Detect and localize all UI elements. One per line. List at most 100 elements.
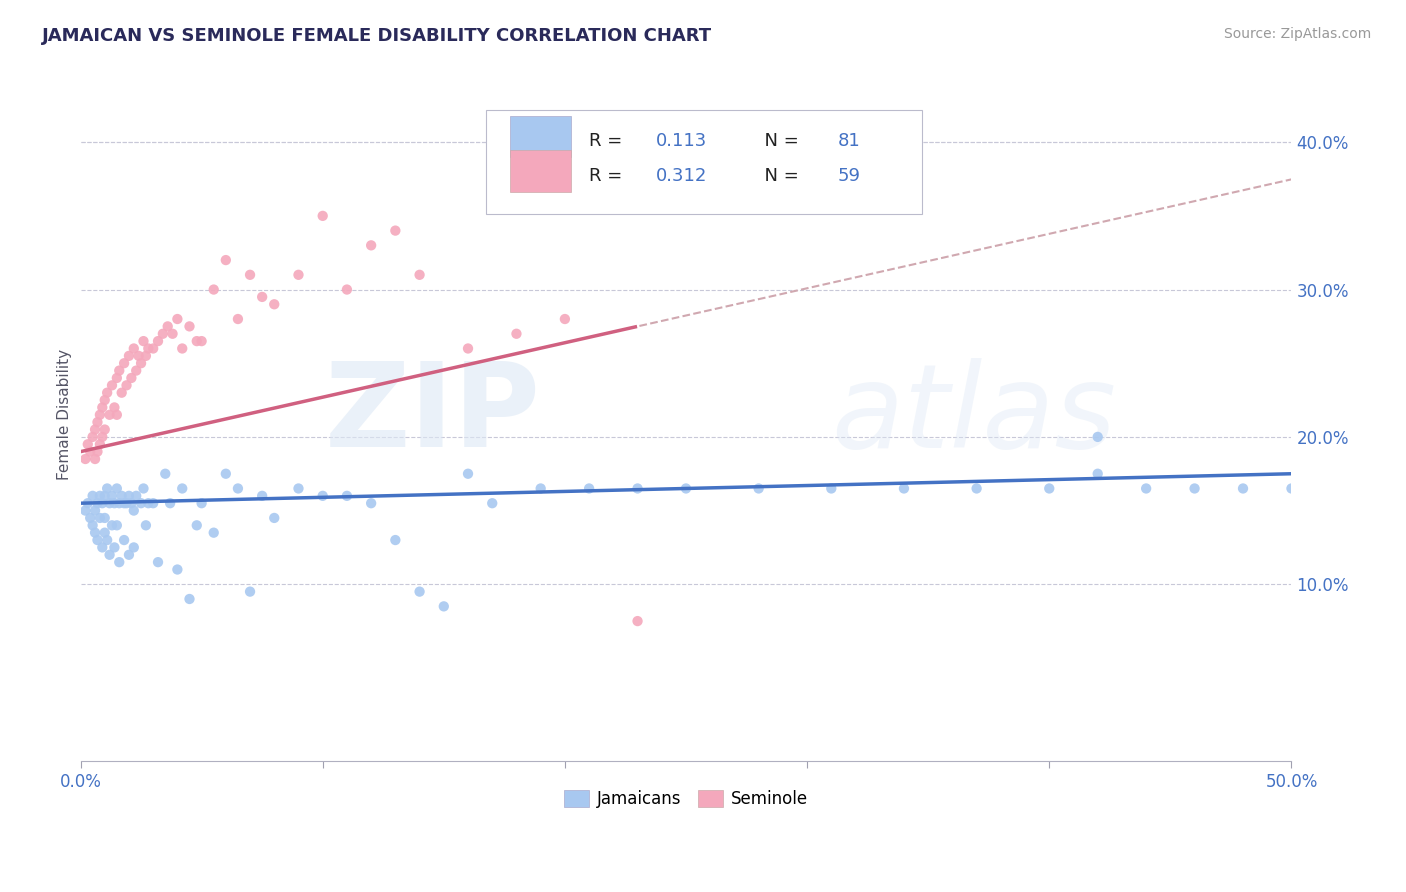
Point	[433, 599, 456, 614]
Point	[1281, 482, 1303, 496]
Point	[263, 297, 285, 311]
Point	[312, 489, 335, 503]
Point	[408, 268, 430, 282]
Point	[215, 467, 238, 481]
Point	[239, 584, 262, 599]
Point	[312, 209, 335, 223]
Text: R =: R =	[589, 132, 628, 150]
Y-axis label: Female Disability: Female Disability	[58, 350, 72, 481]
Point	[111, 385, 134, 400]
Point	[135, 518, 157, 533]
Point	[82, 489, 104, 503]
Point	[82, 430, 104, 444]
Point	[89, 489, 111, 503]
Point	[146, 555, 169, 569]
Point	[101, 489, 124, 503]
Point	[111, 489, 134, 503]
Point	[155, 467, 177, 481]
Point	[96, 533, 118, 547]
Point	[75, 503, 97, 517]
Point	[79, 444, 101, 458]
Text: R =: R =	[589, 167, 628, 185]
Point	[142, 342, 165, 356]
Point	[190, 496, 212, 510]
Point	[186, 334, 208, 348]
Point	[893, 482, 915, 496]
Point	[122, 503, 145, 517]
Point	[384, 533, 406, 547]
Point	[115, 496, 138, 510]
Point	[108, 363, 131, 377]
Point	[226, 312, 249, 326]
Point	[122, 342, 145, 356]
Point	[98, 408, 121, 422]
Point	[91, 541, 114, 555]
Point	[1038, 482, 1060, 496]
Point	[172, 342, 194, 356]
Point	[748, 482, 770, 496]
Point	[112, 533, 135, 547]
Point	[136, 496, 159, 510]
Point	[101, 378, 124, 392]
Point	[115, 378, 138, 392]
Point	[105, 518, 128, 533]
Point	[132, 482, 155, 496]
Point	[132, 334, 155, 348]
Point	[239, 268, 262, 282]
Point	[250, 290, 273, 304]
Point	[129, 496, 152, 510]
Point	[142, 496, 165, 510]
Point	[82, 518, 104, 533]
Point	[505, 326, 527, 341]
Point	[93, 393, 115, 408]
Point	[93, 423, 115, 437]
Point	[96, 482, 118, 496]
Point	[84, 423, 107, 437]
Point	[105, 482, 128, 496]
Point	[89, 408, 111, 422]
Point	[129, 356, 152, 370]
Point	[626, 614, 648, 628]
Point	[172, 482, 194, 496]
Point	[86, 444, 108, 458]
Point	[98, 548, 121, 562]
Point	[226, 482, 249, 496]
Point	[93, 511, 115, 525]
Point	[118, 349, 141, 363]
Point	[125, 363, 148, 377]
Point	[91, 401, 114, 415]
Point	[103, 541, 125, 555]
Point	[1087, 430, 1109, 444]
FancyBboxPatch shape	[486, 110, 922, 214]
Point	[820, 482, 842, 496]
Point	[156, 319, 179, 334]
Point	[1135, 482, 1157, 496]
Point	[152, 326, 174, 341]
Point	[146, 334, 169, 348]
Point	[554, 312, 576, 326]
Point	[76, 437, 98, 451]
Point	[79, 511, 101, 525]
Text: 81: 81	[838, 132, 860, 150]
Point	[84, 503, 107, 517]
FancyBboxPatch shape	[510, 150, 571, 192]
Point	[93, 525, 115, 540]
Point	[179, 592, 201, 607]
Text: 0.312: 0.312	[655, 167, 707, 185]
Point	[76, 496, 98, 510]
Point	[108, 555, 131, 569]
Point	[112, 356, 135, 370]
Point	[101, 518, 124, 533]
Point	[457, 342, 479, 356]
Point	[120, 496, 142, 510]
Point	[1184, 482, 1206, 496]
Text: 0.113: 0.113	[655, 132, 707, 150]
Point	[360, 238, 382, 252]
Point	[122, 541, 145, 555]
Point	[84, 452, 107, 467]
Text: atlas: atlas	[831, 358, 1116, 472]
Point	[360, 496, 382, 510]
Point	[408, 584, 430, 599]
Point	[120, 371, 142, 385]
Text: N =: N =	[752, 132, 804, 150]
